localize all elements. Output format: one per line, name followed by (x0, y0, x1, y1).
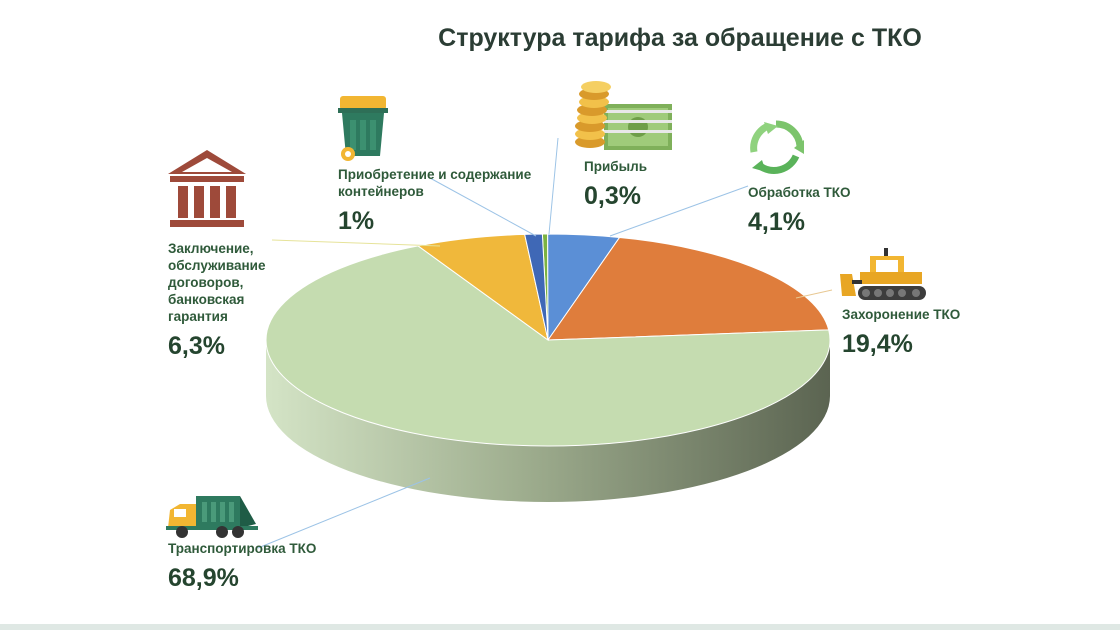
chart-title: Структура тарифа за обращение с ТКО (438, 24, 922, 52)
label-processing: Обработка ТКО 4,1% (748, 184, 850, 237)
pie-slice-2 (547, 236, 830, 341)
label-containers-pct: 1% (338, 207, 375, 235)
label-processing-pct: 4,1% (748, 208, 805, 236)
money-coins-icon (575, 81, 672, 150)
pie-slices (265, 233, 831, 447)
label-profit: Прибыль 0,3% (584, 158, 647, 211)
pie-side-surface (266, 340, 830, 502)
label-contracts: Заключение, обслуживание договоров, банк… (168, 240, 265, 361)
pie-side-wall (266, 340, 830, 502)
leader-line-processing (609, 185, 749, 237)
garbage-truck-icon (166, 496, 258, 538)
bank-building-icon (168, 150, 246, 227)
recycle-icon (750, 120, 804, 174)
label-profit-pct: 0,3% (584, 182, 641, 210)
label-contracts-pct: 6,3% (168, 332, 225, 360)
label-contracts-line3: договоров, (168, 275, 244, 290)
leader-line-containers (429, 177, 537, 237)
leader-line-contracts (271, 239, 441, 247)
label-containers: Приобретение и содержание контейнеров 1% (338, 166, 531, 236)
leader-lines (257, 137, 833, 549)
leader-line-burial (795, 289, 833, 299)
label-contracts-line1: Заключение, (168, 241, 254, 256)
label-containers-line2: контейнеров (338, 184, 424, 199)
label-transport: Транспортировка ТКО 68,9% (168, 540, 316, 593)
label-burial-pct: 19,4% (842, 330, 913, 358)
bottom-strip (0, 624, 1120, 630)
label-transport-pct: 68,9% (168, 564, 239, 592)
label-containers-line1: Приобретение и содержание (338, 167, 532, 182)
label-contracts-line2: обслуживание (168, 258, 266, 273)
label-burial-line1: Захоронение ТКО (842, 307, 961, 322)
label-burial: Захоронение ТКО 19,4% (842, 306, 960, 359)
waste-container-icon (338, 96, 388, 161)
leader-line-profit (548, 137, 559, 235)
pie-slice-3 (265, 245, 831, 447)
bulldozer-icon (840, 248, 926, 300)
label-transport-line1: Транспортировка ТКО (168, 541, 317, 556)
label-profit-line1: Прибыль (584, 159, 647, 174)
label-contracts-line5: гарантия (168, 309, 228, 324)
leader-line-transport (257, 477, 431, 549)
label-contracts-line4: банковская (168, 292, 245, 307)
label-processing-line1: Обработка ТКО (748, 185, 851, 200)
